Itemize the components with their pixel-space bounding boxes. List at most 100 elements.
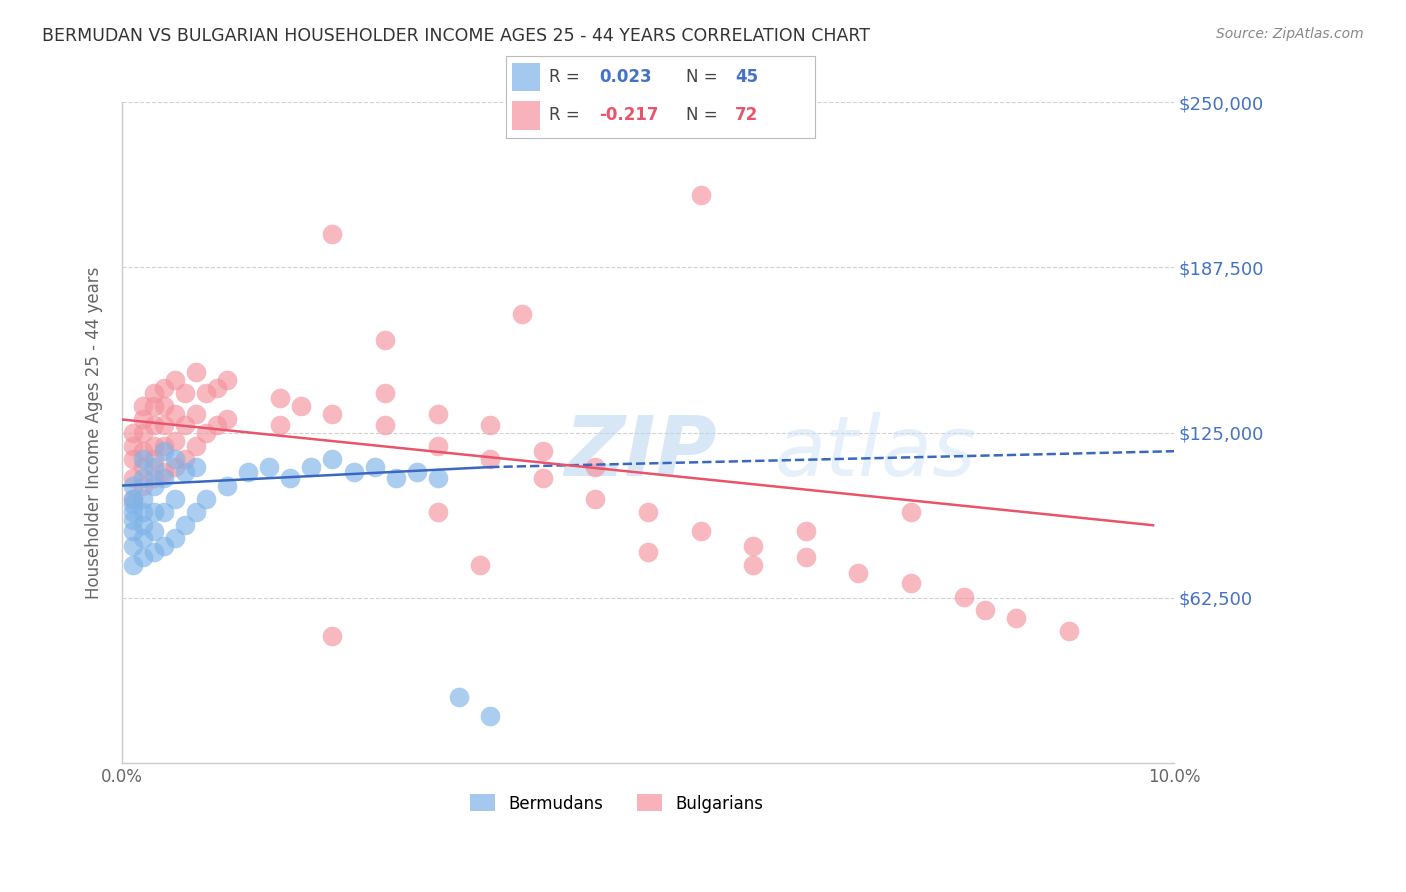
Point: [153, 399, 176, 413]
Text: ZIP: ZIP: [564, 412, 717, 493]
Point: [217, 478, 239, 492]
Point: [280, 470, 302, 484]
Point: [205, 381, 228, 395]
Point: [132, 549, 155, 564]
Point: [132, 399, 155, 413]
Point: [384, 470, 406, 484]
Point: [363, 460, 385, 475]
Point: [142, 399, 165, 413]
Point: [405, 466, 427, 480]
Text: 45: 45: [735, 68, 758, 86]
Point: [1005, 611, 1028, 625]
Point: [374, 333, 396, 347]
Point: [374, 386, 396, 401]
Point: [321, 629, 343, 643]
Point: [1057, 624, 1080, 638]
Point: [290, 399, 312, 413]
Point: [163, 532, 186, 546]
Point: [184, 505, 207, 519]
Point: [132, 412, 155, 426]
Point: [142, 505, 165, 519]
Point: [585, 460, 607, 475]
Point: [479, 708, 502, 723]
Point: [794, 524, 817, 538]
Point: [689, 524, 711, 538]
Point: [174, 518, 197, 533]
Point: [848, 566, 870, 580]
Text: N =: N =: [686, 106, 723, 124]
Point: [121, 513, 143, 527]
Point: [132, 452, 155, 467]
Point: [195, 386, 218, 401]
Bar: [512, 102, 540, 130]
Point: [121, 491, 143, 506]
Point: [163, 407, 186, 421]
Point: [153, 381, 176, 395]
Point: [153, 439, 176, 453]
Point: [184, 460, 207, 475]
Point: [121, 497, 143, 511]
Point: [142, 439, 165, 453]
Point: [426, 439, 449, 453]
Point: [479, 417, 502, 432]
Point: [426, 407, 449, 421]
Point: [259, 460, 281, 475]
Point: [163, 460, 186, 475]
Point: [321, 227, 343, 242]
Point: [321, 407, 343, 421]
Point: [195, 425, 218, 440]
Point: [374, 417, 396, 432]
Point: [973, 603, 995, 617]
Point: [121, 505, 143, 519]
Bar: [512, 62, 540, 92]
Point: [269, 417, 291, 432]
Point: [121, 470, 143, 484]
Point: [132, 460, 155, 475]
Point: [900, 576, 922, 591]
Point: [153, 417, 176, 432]
Point: [142, 470, 165, 484]
Point: [742, 540, 765, 554]
Point: [132, 478, 155, 492]
Point: [342, 466, 364, 480]
Point: [238, 466, 260, 480]
Point: [153, 466, 176, 480]
Point: [121, 540, 143, 554]
Point: [121, 478, 143, 492]
Point: [794, 549, 817, 564]
Point: [121, 558, 143, 572]
Point: [174, 452, 197, 467]
Point: [121, 524, 143, 538]
Point: [163, 452, 186, 467]
Point: [184, 439, 207, 453]
Point: [132, 505, 155, 519]
Point: [174, 466, 197, 480]
Text: -0.217: -0.217: [599, 106, 658, 124]
Point: [269, 392, 291, 406]
Text: R =: R =: [550, 106, 585, 124]
Text: atlas: atlas: [775, 412, 976, 493]
Point: [531, 470, 554, 484]
Point: [217, 373, 239, 387]
Point: [195, 491, 218, 506]
Point: [163, 434, 186, 448]
Point: [153, 444, 176, 458]
Point: [121, 425, 143, 440]
Point: [205, 417, 228, 432]
Point: [142, 478, 165, 492]
Point: [426, 470, 449, 484]
Text: Source: ZipAtlas.com: Source: ZipAtlas.com: [1216, 27, 1364, 41]
Point: [121, 452, 143, 467]
Point: [142, 417, 165, 432]
Point: [132, 518, 155, 533]
Point: [142, 452, 165, 467]
Text: 72: 72: [735, 106, 758, 124]
Point: [426, 505, 449, 519]
Point: [163, 491, 186, 506]
Point: [637, 544, 659, 558]
Point: [142, 544, 165, 558]
Point: [132, 491, 155, 506]
Text: N =: N =: [686, 68, 723, 86]
Point: [121, 491, 143, 506]
Point: [585, 491, 607, 506]
